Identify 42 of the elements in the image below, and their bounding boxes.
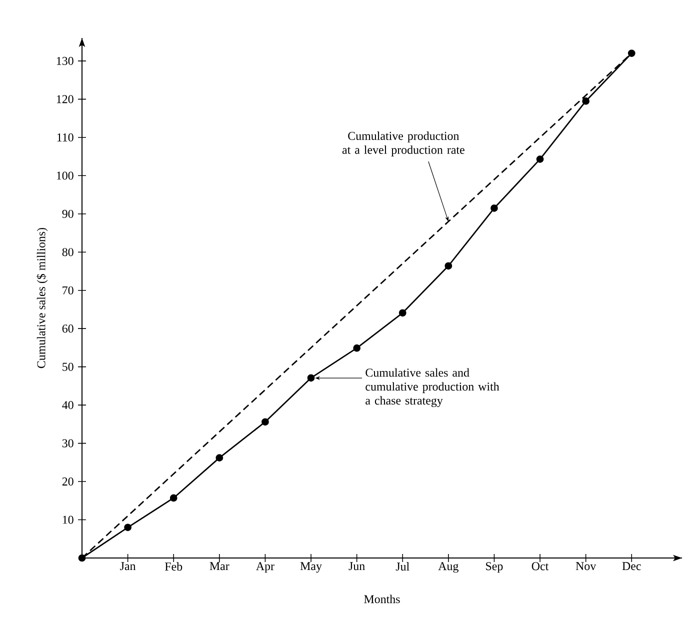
y-tick-label: 110 [57,133,74,142]
point [216,454,224,462]
point [353,344,360,352]
y-tick-label: 40 [62,401,74,410]
y-tick-label: 100 [56,172,74,180]
x-tick-label: Jun [348,562,365,570]
point [124,524,132,532]
y-tick-label: 50 [62,362,74,371]
x-tick-label: Sep [486,562,503,573]
point [536,156,544,163]
point [307,374,315,382]
y-tick-label: 70 [62,286,74,294]
x-tick-label: Aug [438,562,458,573]
x-tick-label: Dec [622,562,641,570]
x-tick-label: Nov [576,562,596,570]
y-tick-label: 20 [62,477,74,486]
point [582,97,590,105]
x-tick-label: Mar [210,562,230,570]
point [170,494,178,502]
x-tick-label: Apr [256,562,274,573]
y-tick-label: 30 [62,439,74,448]
annotation: Cumulative production at a level production rate [342,132,464,156]
y-tick-label: 120 [56,95,74,104]
y-tick-label: 10 [62,516,74,524]
x-axis-title: Months [364,594,400,604]
annotation: Cumulative sales and cumulative production with a chase strategy [366,368,500,408]
y-tick-label: 80 [62,248,74,256]
y-tick-label: 90 [62,210,74,218]
point [628,50,636,57]
x-tick-label: Jul [396,562,410,571]
y-tick-label: 130 [56,56,74,65]
point [262,418,269,426]
y-axis-title: Cumulative sales ($ millions) [36,228,48,368]
x-tick-label: Jan [120,562,136,570]
x-tick-label: Feb [164,562,182,571]
point [78,554,86,562]
point [398,309,406,317]
x-tick-label: May [300,562,322,573]
x-tick-label: Oct [532,562,549,570]
point [444,262,452,270]
point [490,204,498,212]
y-tick-label: 60 [62,324,74,333]
